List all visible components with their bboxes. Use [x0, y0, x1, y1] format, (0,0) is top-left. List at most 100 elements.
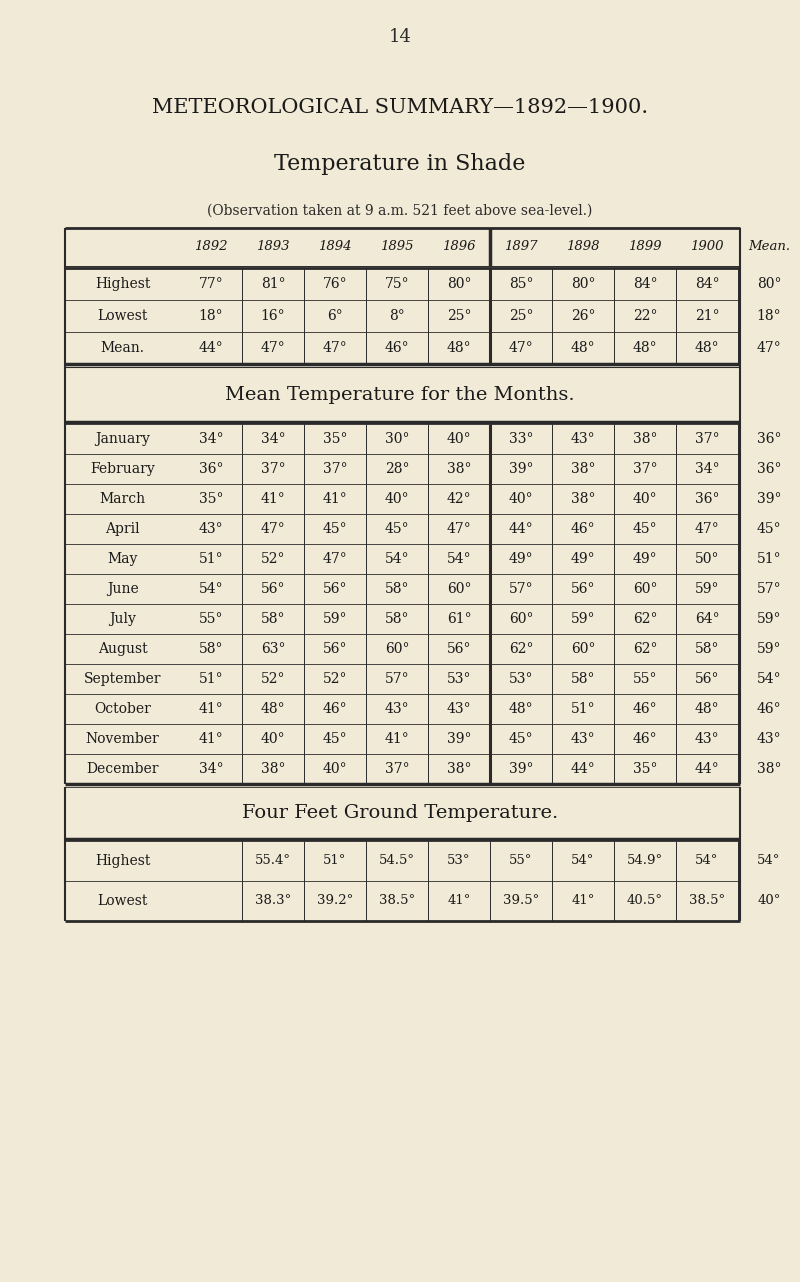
Text: 1898: 1898: [566, 241, 600, 254]
Text: 54°: 54°: [758, 855, 781, 868]
Text: 39°: 39°: [757, 492, 782, 506]
Text: 38°: 38°: [446, 762, 471, 776]
Text: 43°: 43°: [570, 432, 595, 446]
Text: December: December: [86, 762, 158, 776]
Text: 25°: 25°: [509, 309, 534, 323]
Text: Highest: Highest: [95, 277, 150, 291]
Text: 6°: 6°: [327, 309, 343, 323]
Text: 14: 14: [389, 28, 411, 46]
Text: 8°: 8°: [389, 309, 405, 323]
Text: 81°: 81°: [261, 277, 286, 291]
Text: 59°: 59°: [322, 612, 347, 626]
Text: 62°: 62°: [633, 612, 658, 626]
Text: 51°: 51°: [323, 855, 346, 868]
Text: 43°: 43°: [570, 732, 595, 746]
Text: 56°: 56°: [261, 582, 286, 596]
Text: 85°: 85°: [509, 277, 534, 291]
Text: 44°: 44°: [694, 762, 719, 776]
Text: 63°: 63°: [261, 642, 286, 656]
Text: March: March: [99, 492, 146, 506]
Text: 48°: 48°: [570, 341, 595, 355]
Text: 47°: 47°: [694, 522, 719, 536]
Text: 45°: 45°: [322, 732, 347, 746]
Text: 46°: 46°: [633, 732, 658, 746]
Text: 62°: 62°: [633, 642, 658, 656]
Text: 1894: 1894: [318, 241, 352, 254]
Text: 59°: 59°: [570, 612, 595, 626]
Text: 40°: 40°: [446, 432, 471, 446]
Text: 76°: 76°: [322, 277, 347, 291]
Text: 75°: 75°: [385, 277, 410, 291]
Text: 35°: 35°: [198, 492, 223, 506]
Text: 34°: 34°: [198, 432, 223, 446]
Text: 39.5°: 39.5°: [503, 895, 539, 908]
Text: 40°: 40°: [758, 895, 781, 908]
Text: 25°: 25°: [446, 309, 471, 323]
Text: 52°: 52°: [261, 672, 286, 686]
Text: 34°: 34°: [261, 432, 286, 446]
Text: 54.9°: 54.9°: [627, 855, 663, 868]
Text: 1896: 1896: [442, 241, 476, 254]
Text: 49°: 49°: [633, 553, 658, 565]
Text: 35°: 35°: [322, 432, 347, 446]
Text: 39°: 39°: [446, 732, 471, 746]
Text: 36°: 36°: [694, 492, 719, 506]
Text: 53°: 53°: [447, 855, 470, 868]
Text: August: August: [98, 642, 147, 656]
Text: 49°: 49°: [570, 553, 595, 565]
Text: 55°: 55°: [633, 672, 658, 686]
Text: 1900: 1900: [690, 241, 724, 254]
Text: 18°: 18°: [757, 309, 782, 323]
Text: 40.5°: 40.5°: [627, 895, 663, 908]
Text: 40°: 40°: [322, 762, 347, 776]
Text: 26°: 26°: [570, 309, 595, 323]
Text: 61°: 61°: [446, 612, 471, 626]
Text: 41°: 41°: [571, 895, 594, 908]
Text: 59°: 59°: [757, 612, 782, 626]
Text: 40°: 40°: [509, 492, 534, 506]
Text: 41°: 41°: [447, 895, 470, 908]
Text: 34°: 34°: [694, 462, 719, 476]
Text: 38°: 38°: [757, 762, 782, 776]
Text: 53°: 53°: [509, 672, 534, 686]
Text: 51°: 51°: [570, 703, 595, 717]
Text: 51°: 51°: [757, 553, 782, 565]
Text: 84°: 84°: [633, 277, 658, 291]
Text: 43°: 43°: [446, 703, 471, 717]
Text: Highest: Highest: [95, 854, 150, 868]
Text: 37°: 37°: [694, 432, 719, 446]
Text: 21°: 21°: [694, 309, 719, 323]
Text: 46°: 46°: [570, 522, 595, 536]
Text: 54°: 54°: [385, 553, 410, 565]
Text: 1893: 1893: [256, 241, 290, 254]
Text: 60°: 60°: [446, 582, 471, 596]
Text: 44°: 44°: [570, 762, 595, 776]
Text: 45°: 45°: [322, 522, 347, 536]
Text: METEOROLOGICAL SUMMARY—1892—1900.: METEOROLOGICAL SUMMARY—1892—1900.: [152, 97, 648, 117]
Text: 54°: 54°: [757, 672, 782, 686]
Text: May: May: [107, 553, 138, 565]
Text: 52°: 52°: [322, 672, 347, 686]
Text: 54°: 54°: [695, 855, 718, 868]
Text: 49°: 49°: [509, 553, 534, 565]
Text: Mean Temperature for the Months.: Mean Temperature for the Months.: [225, 386, 575, 404]
Text: 58°: 58°: [694, 642, 719, 656]
Text: 39.2°: 39.2°: [317, 895, 353, 908]
Text: 36°: 36°: [757, 432, 782, 446]
Text: 80°: 80°: [757, 277, 782, 291]
Text: 58°: 58°: [198, 642, 223, 656]
Text: 56°: 56°: [570, 582, 595, 596]
Text: 1892: 1892: [194, 241, 228, 254]
Text: 45°: 45°: [633, 522, 658, 536]
Text: 80°: 80°: [570, 277, 595, 291]
Text: 45°: 45°: [757, 522, 782, 536]
Text: 43°: 43°: [385, 703, 410, 717]
Text: 41°: 41°: [198, 732, 223, 746]
Text: June: June: [106, 582, 138, 596]
Text: 41°: 41°: [385, 732, 410, 746]
Text: 51°: 51°: [198, 672, 223, 686]
Text: November: November: [86, 732, 159, 746]
Text: 43°: 43°: [694, 732, 719, 746]
Text: 55°: 55°: [198, 612, 223, 626]
Text: 36°: 36°: [757, 462, 782, 476]
